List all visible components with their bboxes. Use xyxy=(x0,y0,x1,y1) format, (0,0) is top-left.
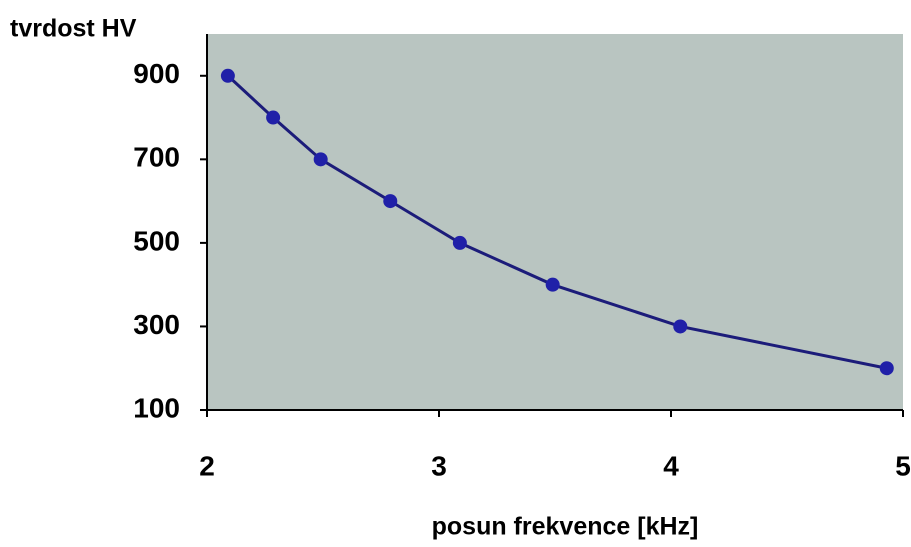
marker xyxy=(545,277,560,292)
x-tick-label: 5 xyxy=(895,450,911,481)
y-tick-label: 500 xyxy=(133,225,180,256)
line xyxy=(226,74,888,370)
marker xyxy=(879,361,894,376)
marker xyxy=(313,152,328,167)
x-tick-label: 2 xyxy=(199,450,215,481)
x-tick-label: 3 xyxy=(431,450,447,481)
marker xyxy=(452,235,467,250)
marker xyxy=(220,68,235,83)
plot-area xyxy=(207,34,903,410)
y-tick-label: 100 xyxy=(133,392,180,423)
y-tick-label: 700 xyxy=(133,142,180,173)
y-tick-label: 300 xyxy=(133,309,180,340)
x-tick-label: 4 xyxy=(663,450,679,481)
x-axis-label: posun frekvence [kHz] xyxy=(432,513,699,541)
marker xyxy=(673,319,688,334)
marker xyxy=(266,110,281,125)
marker xyxy=(383,194,398,209)
y-tick-label: 900 xyxy=(133,58,180,89)
y-axis-label: tvrdost HV xyxy=(10,15,137,43)
